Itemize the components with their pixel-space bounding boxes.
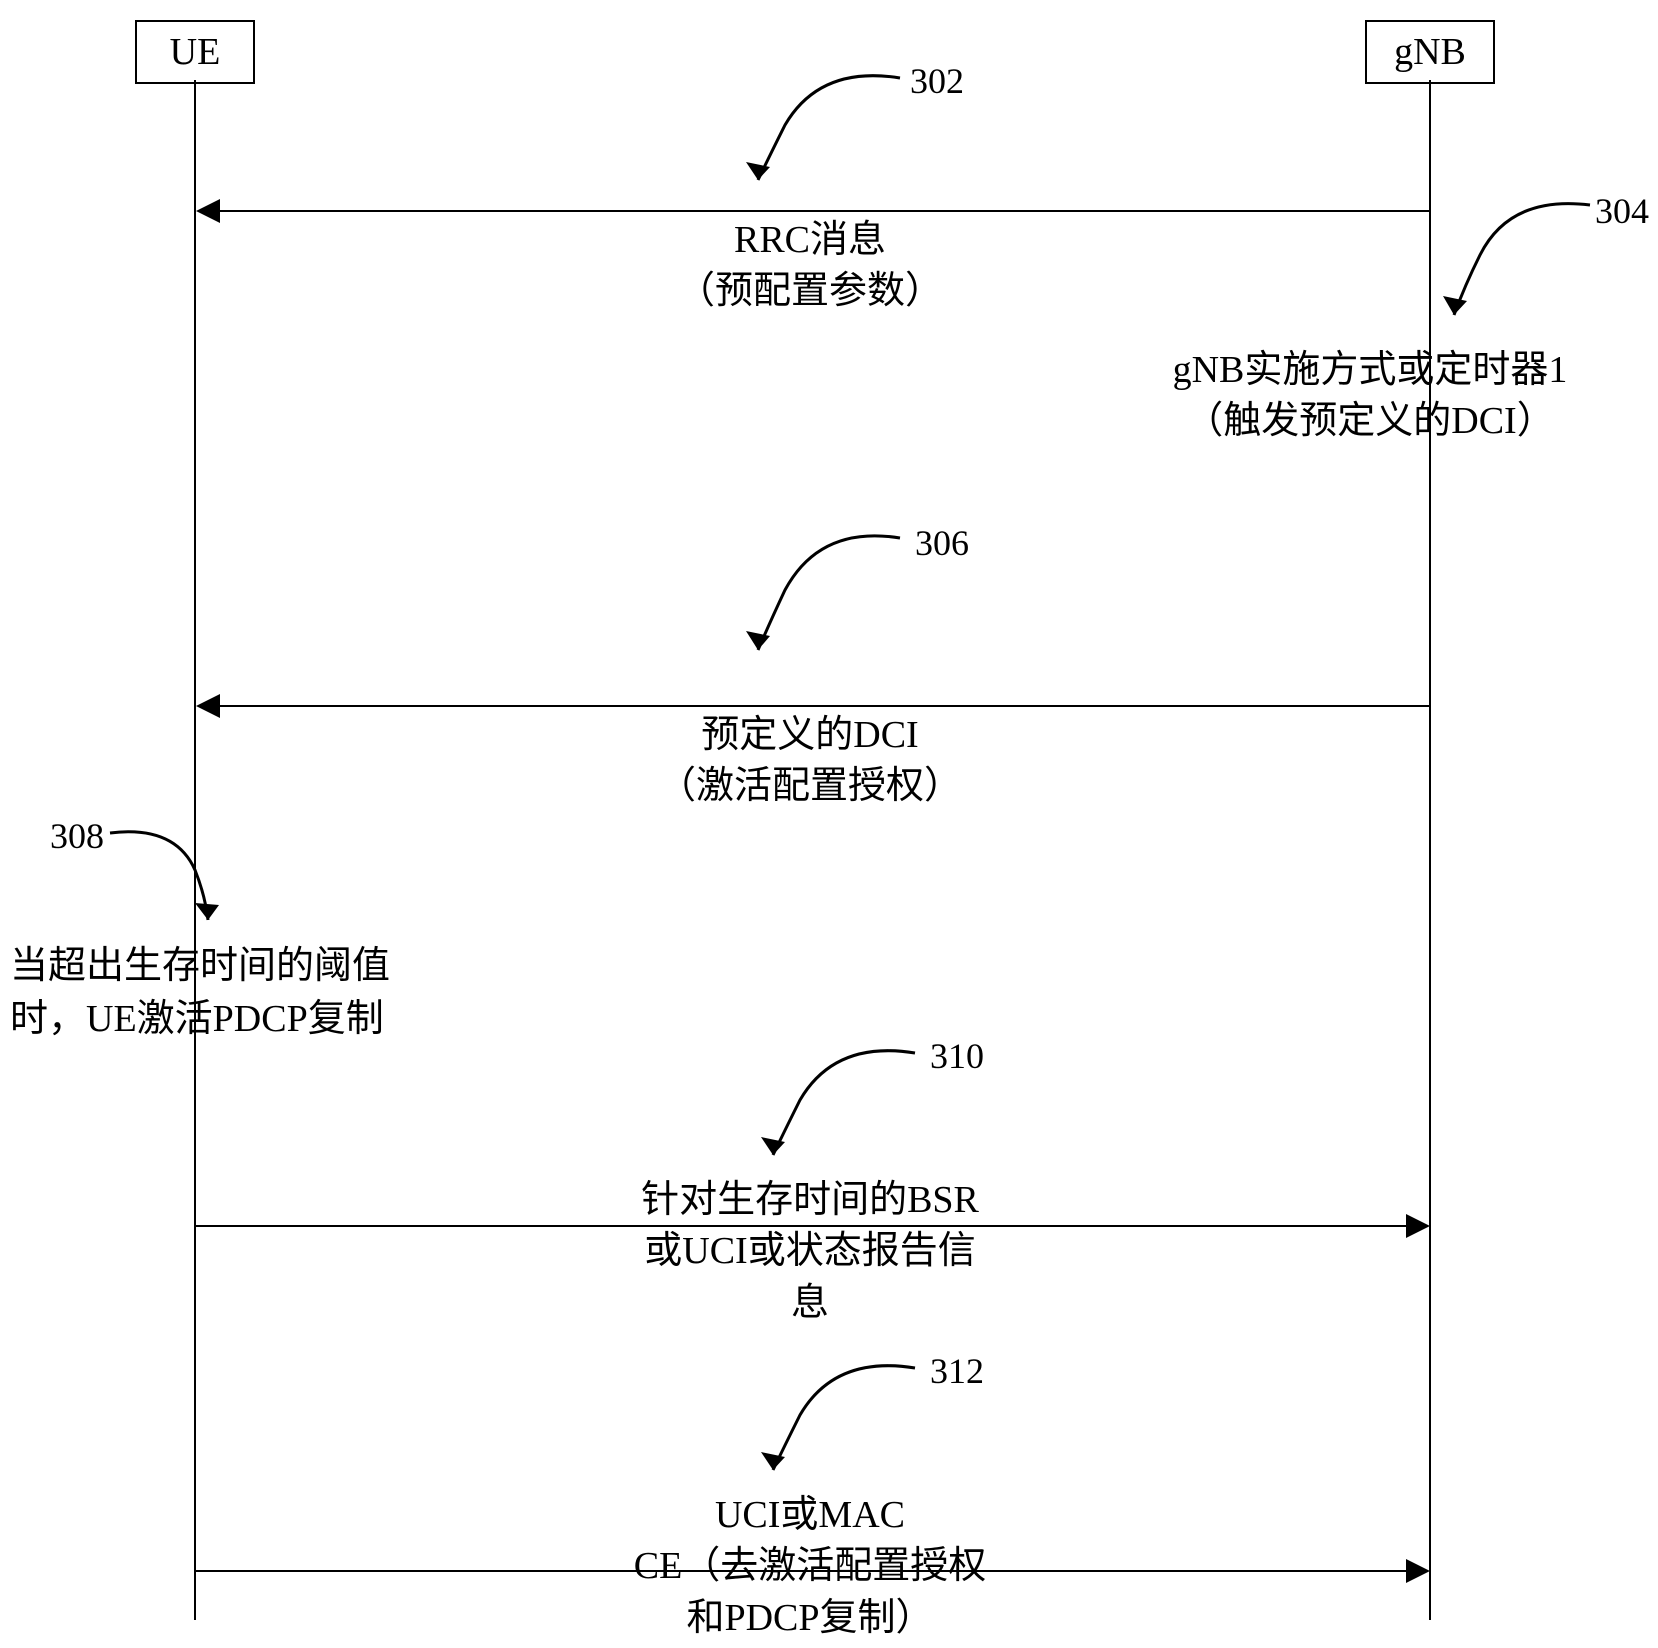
msg-312-line1: UCI或MAC <box>430 1490 1190 1541</box>
msg-304-line1: gNB实施方式或定时器1 <box>1110 345 1630 396</box>
ref-arrow-302 <box>740 70 910 200</box>
msg-306-line2: （激活配置授权） <box>400 761 1220 812</box>
msg-312: UCI或MAC CE（去激活配置授权 和PDCP复制） <box>430 1490 1190 1644</box>
arrow-310-head <box>1406 1214 1430 1238</box>
ref-arrow-304 <box>1440 195 1600 335</box>
msg-306: 预定义的DCI （激活配置授权） <box>400 710 1220 813</box>
msg-310-line2: 或UCI或状态报告信 <box>430 1226 1190 1277</box>
msg-302-line1: RRC消息 <box>400 215 1220 266</box>
arrow-312-head <box>1406 1559 1430 1583</box>
arrow-306-head <box>196 694 220 718</box>
msg-312-line3: 和PDCP复制） <box>430 1593 1190 1644</box>
actor-gnb-label: gNB <box>1394 31 1466 73</box>
ref-arrow-312 <box>755 1360 925 1490</box>
ref-304: 304 <box>1595 190 1649 232</box>
ref-312: 312 <box>930 1350 984 1392</box>
msg-312-line2: CE（去激活配置授权 <box>430 1541 1190 1592</box>
ref-308: 308 <box>50 815 104 857</box>
ref-arrow-306 <box>740 530 910 670</box>
msg-304: gNB实施方式或定时器1 （触发预定义的DCI） <box>1110 345 1630 448</box>
msg-310: 针对生存时间的BSR 或UCI或状态报告信 息 <box>430 1175 1190 1329</box>
msg-306-line1: 预定义的DCI <box>400 710 1220 761</box>
msg-310-line1: 针对生存时间的BSR <box>430 1175 1190 1226</box>
actor-ue: UE <box>135 20 255 84</box>
msg-302: RRC消息 （预配置参数） <box>400 215 1220 318</box>
msg-308-line1: 当超出生存时间的阈值 <box>10 940 450 993</box>
arrow-306 <box>218 705 1430 707</box>
msg-304-line2: （触发预定义的DCI） <box>1110 396 1630 447</box>
msg-310-line3: 息 <box>430 1278 1190 1329</box>
ref-arrow-308 <box>100 825 220 935</box>
sequence-diagram: UE gNB RRC消息 （预配置参数） 302 gNB实施方式或定时器1 （触… <box>0 0 1658 1648</box>
arrow-302 <box>218 210 1430 212</box>
actor-ue-label: UE <box>170 31 221 73</box>
msg-302-line2: （预配置参数） <box>400 266 1220 317</box>
lifeline-gnb <box>1429 80 1431 1620</box>
arrow-302-head <box>196 199 220 223</box>
ref-306: 306 <box>915 522 969 564</box>
actor-gnb: gNB <box>1365 20 1495 84</box>
ref-302: 302 <box>910 60 964 102</box>
ref-arrow-310 <box>755 1045 925 1175</box>
ref-310: 310 <box>930 1035 984 1077</box>
msg-308: 当超出生存时间的阈值 时，UE激活PDCP复制 <box>10 940 450 1046</box>
msg-308-line2: 时，UE激活PDCP复制 <box>10 993 450 1046</box>
